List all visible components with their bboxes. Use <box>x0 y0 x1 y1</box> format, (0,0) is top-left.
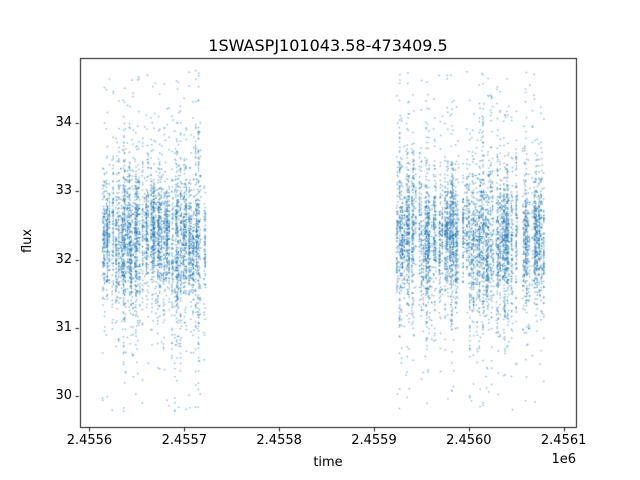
x-axis-offset-label: 1e6 <box>551 452 576 467</box>
y-tick-label: 34 <box>55 114 72 130</box>
x-tick-label: 2.4559 <box>351 433 397 448</box>
x-tick-label: 2.4558 <box>256 433 302 448</box>
y-tick-label: 30 <box>55 388 72 404</box>
x-tick-label: 2.4556 <box>66 433 113 448</box>
x-tick-label: 2.4557 <box>161 433 208 448</box>
x-tick-label: 2.4560 <box>446 433 492 448</box>
y-tick-label: 33 <box>55 183 72 199</box>
y-tick-label: 32 <box>55 251 72 267</box>
y-tick-label: 31 <box>55 319 72 335</box>
x-tick-label: 2.4561 <box>540 433 587 448</box>
x-axis-label: time <box>313 455 343 470</box>
chart-title: 1SWASPJ101043.58-473409.5 <box>208 36 448 55</box>
